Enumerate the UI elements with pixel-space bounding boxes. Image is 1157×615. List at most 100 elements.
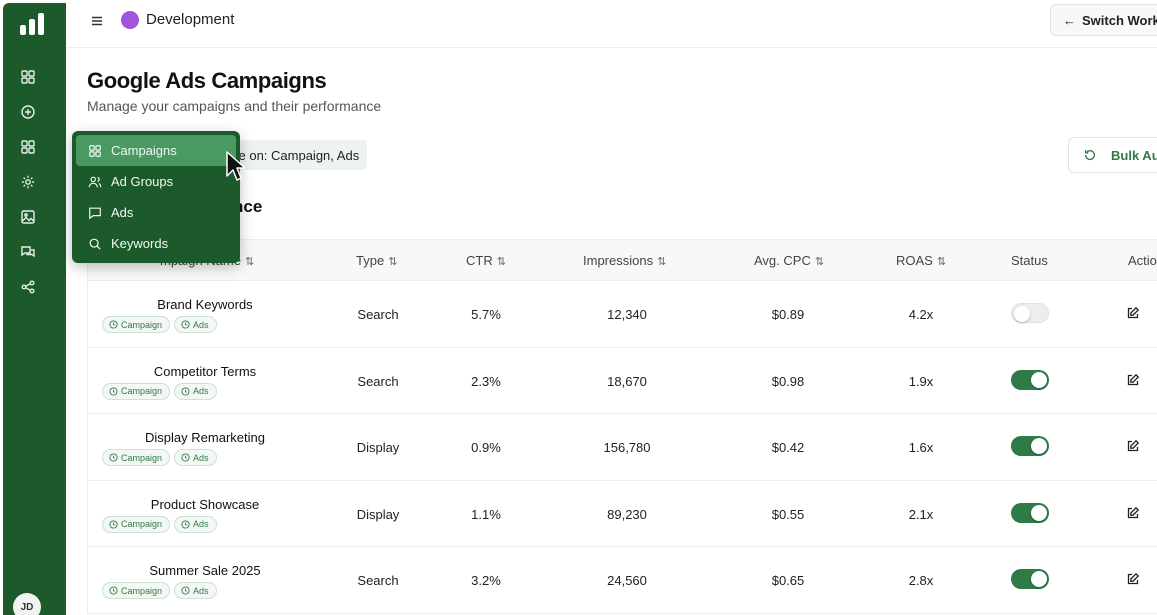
cell-impressions: 12,340 [607, 307, 647, 322]
users-icon [88, 175, 102, 189]
campaign-name[interactable]: Summer Sale 2025 [149, 563, 261, 579]
cell-impressions: 24,560 [607, 573, 647, 589]
cell-ctr: 2.3% [471, 373, 501, 389]
edit-icon[interactable] [1126, 572, 1140, 586]
message-icon [88, 206, 102, 220]
tag-label: Ads [193, 519, 209, 530]
campaign-name[interactable]: Competitor Terms [153, 363, 257, 379]
clock-icon [181, 586, 190, 595]
dropdown-item-keywords[interactable]: Keywords [76, 228, 236, 259]
cell-impressions: 18,670 [607, 373, 647, 389]
tag-label: Ads [193, 585, 209, 596]
plus-circle-icon[interactable] [20, 104, 36, 120]
level-tag: Campaign [102, 316, 171, 333]
tag-label: Ads [193, 386, 209, 397]
status-toggle[interactable] [1011, 303, 1049, 323]
sort-icon: ⇅ [657, 256, 667, 268]
th-status-label: Status [1011, 253, 1048, 268]
level-tag: Campaign [102, 382, 171, 400]
bulk-automation-label: Bulk Aut [1111, 147, 1157, 163]
th-type[interactable]: Type ⇅ [356, 253, 397, 268]
cell-cpc: $0.55 [771, 506, 805, 522]
cell-roas: 2.1x [908, 506, 934, 522]
th-cpc[interactable]: Avg. CPC ⇅ [754, 253, 824, 268]
cell-cpc: $0.65 [771, 573, 805, 589]
filter-chip-label: ve on: Campaign, Ads [232, 147, 360, 163]
image-icon[interactable] [20, 209, 36, 225]
level-tag: Ads [174, 316, 217, 333]
sort-icon: ⇅ [244, 256, 255, 268]
edit-icon[interactable] [1126, 306, 1140, 320]
status-toggle[interactable] [1011, 436, 1049, 457]
clock-icon [181, 387, 190, 396]
th-roas-label: ROAS [896, 253, 933, 268]
table-row[interactable]: Competitor Terms Campaign Ads Search 2.3% 18,… [87, 347, 1157, 415]
th-status: Status [1011, 253, 1048, 268]
edit-icon[interactable] [1126, 506, 1140, 520]
status-toggle[interactable] [1011, 502, 1049, 523]
campaign-name[interactable]: Brand Keywords [157, 297, 253, 312]
campaign-name[interactable]: Display Remarketing [145, 430, 265, 446]
table-row[interactable]: Display Remarketing Campaign Ads Display 0.9… [87, 414, 1157, 481]
status-toggle[interactable] [1011, 569, 1049, 590]
th-actions-label: Actio [1128, 253, 1157, 268]
campaign-tags: Campaign Ads [102, 515, 217, 533]
refresh-icon [1084, 150, 1096, 161]
bulk-automation-button[interactable]: Bulk Aut [1068, 137, 1157, 173]
menu-icon[interactable] [90, 14, 104, 28]
th-impressions[interactable]: Impressions ⇅ [583, 253, 666, 268]
cell-roas: 2.8x [908, 573, 934, 589]
level-tag: Ads [174, 382, 217, 400]
switch-workspace-label: Switch Works [1082, 12, 1157, 28]
workspace-color-dot [121, 11, 139, 29]
clock-icon [109, 520, 118, 529]
tag-label: Ads [193, 319, 209, 330]
clock-icon [109, 586, 118, 595]
toggle-knob [1014, 306, 1030, 322]
cell-ctr: 5.7% [471, 307, 501, 322]
sort-icon: ⇅ [388, 256, 398, 268]
campaign-tags: Campaign Ads [102, 316, 217, 333]
th-actions: Actio [1128, 253, 1157, 268]
filter-chip[interactable]: ve on: Campaign, Ads [222, 140, 368, 170]
cell-type: Search [357, 307, 399, 322]
toggle-knob [1031, 504, 1047, 521]
toggle-knob [1031, 371, 1047, 388]
workspace-name[interactable]: Development [146, 11, 235, 28]
dashboard-icon[interactable] [20, 69, 36, 85]
cell-cpc: $0.42 [771, 440, 805, 456]
edit-icon[interactable] [1126, 439, 1140, 453]
dropdown-item-ads[interactable]: Ads [76, 197, 236, 228]
cell-type: Search [357, 573, 399, 589]
status-toggle[interactable] [1011, 369, 1049, 390]
sort-icon: ⇅ [496, 256, 506, 268]
messages-icon[interactable] [20, 244, 36, 260]
dropdown-item-label: Keywords [111, 236, 169, 251]
switch-workspace-button[interactable]: ← Switch Works [1050, 4, 1157, 36]
edit-icon[interactable] [1126, 373, 1140, 387]
settings-icon[interactable] [20, 174, 36, 190]
search-icon [88, 237, 102, 251]
cell-ctr: 0.9% [471, 440, 501, 456]
table-row[interactable]: Product Showcase Campaign Ads Display 1.1% 89… [87, 480, 1157, 548]
tag-label: Campaign [121, 386, 163, 397]
th-ctr[interactable]: CTR ⇅ [466, 253, 506, 268]
share-icon[interactable] [20, 279, 36, 295]
dropdown-item-label: Ad Groups [111, 174, 174, 189]
dropdown-item-ad-groups[interactable]: Ad Groups [76, 166, 236, 197]
table-row[interactable]: Brand Keywords Campaign Ads Search 5.7% 12,34… [87, 281, 1157, 348]
cell-impressions: 156,780 [603, 440, 651, 456]
grid-icon[interactable] [20, 139, 36, 155]
cell-roas: 4.2x [908, 307, 934, 322]
th-roas[interactable]: ROAS ⇅ [896, 253, 946, 268]
cell-type: Display [356, 506, 400, 522]
campaign-name[interactable]: Product Showcase [150, 496, 260, 512]
logo-icon[interactable] [20, 11, 44, 35]
table-row[interactable]: Summer Sale 2025 Campaign Ads Search 3.2% 24,… [87, 547, 1157, 614]
dropdown-item-campaigns[interactable]: Campaigns [76, 135, 236, 166]
avatar[interactable]: JD [13, 593, 41, 615]
clock-icon [109, 320, 118, 329]
campaigns-table: mpaign Name⇅ Type⇅ CTR⇅ Impressions⇅ Avg… [87, 239, 1157, 614]
clock-icon [109, 453, 118, 462]
